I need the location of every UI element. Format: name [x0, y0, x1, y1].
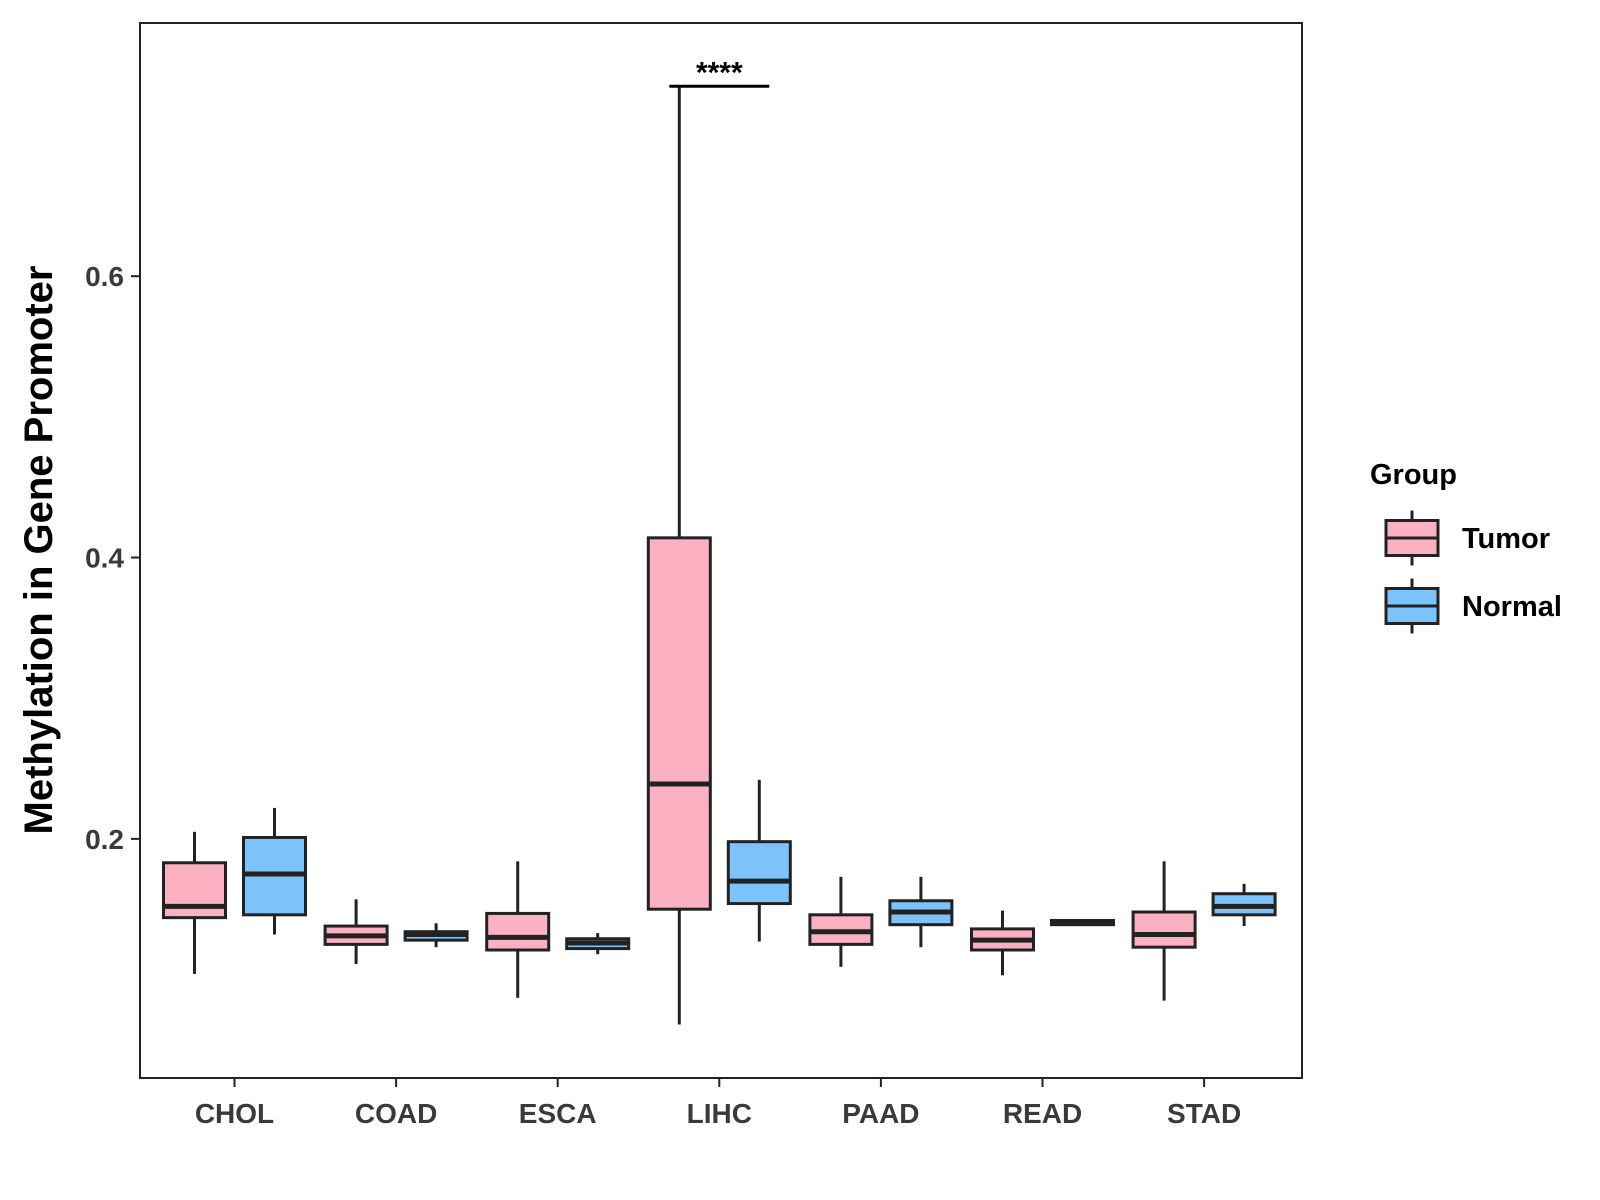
y-tick-label: 0.2 [85, 824, 124, 855]
x-tick-label-paad: PAAD [842, 1098, 919, 1129]
box-normal-lihc [726, 779, 792, 942]
legend-label-tumor: Tumor [1462, 523, 1550, 555]
legend-key-normal [1384, 578, 1440, 634]
box-tumor-esca [485, 861, 551, 998]
box-tumor-paad [808, 876, 874, 967]
box-iqr [485, 911, 551, 952]
x-tick-label-chol: CHOL [195, 1098, 274, 1129]
legend-items: Tumor Normal [1384, 510, 1562, 634]
box-tumor-chol [162, 831, 227, 974]
box-tumor-coad [323, 899, 389, 965]
box-normal-coad [403, 923, 469, 948]
box-iqr [646, 536, 712, 911]
box-iqr [162, 861, 227, 920]
legend-title: Group [1370, 459, 1457, 491]
significance-annotations: **** [669, 56, 770, 89]
y-tick-label: 0.4 [85, 543, 124, 574]
x-axis: CHOL COAD ESCA LIHC PAAD READ STAD [195, 1078, 1241, 1129]
plot-panel [139, 22, 1303, 1079]
box-tumor-read [970, 910, 1035, 976]
legend-item-normal: Normal [1384, 578, 1562, 634]
box-normal-stad [1211, 883, 1277, 927]
x-tick-label-lihc: LIHC [687, 1098, 752, 1129]
box-tumor-lihc [646, 86, 712, 1025]
legend-item-tumor: Tumor [1384, 510, 1550, 566]
box-iqr [726, 840, 792, 906]
x-tick-label-read: READ [1003, 1098, 1082, 1129]
legend: Group Tumor Normal [1370, 459, 1562, 634]
legend-label-normal: Normal [1462, 591, 1562, 623]
x-tick-label-coad: COAD [355, 1098, 437, 1129]
box-normal-chol [242, 807, 307, 935]
box-tumor-stad [1131, 861, 1197, 1001]
y-tick-label: 0.6 [85, 261, 124, 292]
significance-label: **** [696, 56, 743, 89]
legend-key-tumor [1384, 510, 1440, 566]
box-series [162, 86, 1277, 1025]
x-tick-label-esca: ESCA [519, 1098, 597, 1129]
box-normal-read [1050, 918, 1115, 927]
x-tick-label-stad: STAD [1167, 1098, 1241, 1129]
y-axis: 0.2 0.4 0.6 [85, 261, 140, 855]
box-normal-paad [888, 876, 954, 948]
box-normal-esca [565, 933, 631, 955]
box-iqr [1131, 910, 1197, 949]
y-axis-title: Methylation in Gene Promoter [17, 266, 61, 835]
